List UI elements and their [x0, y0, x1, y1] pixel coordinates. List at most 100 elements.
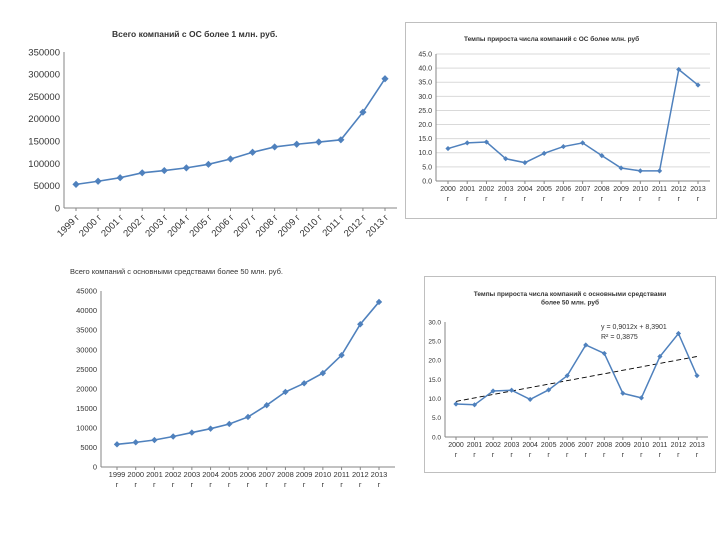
x-tick-label-suffix: г [677, 452, 680, 459]
data-point [293, 140, 301, 148]
data-point [675, 330, 682, 337]
y-tick-label: 20.0 [418, 122, 432, 129]
x-tick-label-suffix: г [378, 480, 381, 489]
data-point [337, 136, 345, 144]
x-tick-label: 2010 г [298, 212, 325, 239]
x-tick-label-suffix: г [359, 480, 362, 489]
x-tick-label: 2006 г [210, 212, 237, 239]
x-tick-label: 2007 [575, 186, 591, 193]
data-point [694, 373, 700, 379]
data-point [248, 148, 257, 156]
x-tick-label: 2005 г [188, 212, 215, 239]
chart-title: Темпы прироста числа компаний с основным… [474, 290, 667, 298]
data-point [601, 350, 607, 357]
x-tick-label-suffix: г [172, 480, 175, 489]
chart-title: Всего компаний с ОС более 1 млн. руб. [112, 29, 277, 39]
y-tick-label: 10000 [76, 424, 97, 433]
chart-title: более 50 млн. руб [541, 299, 599, 307]
x-tick-label: 2008 [277, 470, 294, 479]
data-point [271, 143, 279, 151]
data-point [138, 169, 146, 177]
x-tick-label-suffix: г [447, 196, 450, 203]
chart-title: Темпы прироста числа компаний с ОС более… [464, 35, 639, 43]
x-tick-label-suffix: г [265, 480, 268, 489]
data-point [522, 160, 528, 166]
x-tick-label-suffix: г [601, 196, 604, 203]
x-tick-label-suffix: г [510, 452, 513, 459]
y-tick-label: 5000 [80, 443, 97, 452]
y-tick-label: 300000 [28, 70, 60, 81]
x-tick-label-suffix: г [228, 480, 231, 489]
y-tick-label: 0 [93, 463, 97, 472]
x-tick-label-suffix: г [524, 196, 527, 203]
x-tick-label-suffix: г [566, 452, 569, 459]
x-tick-label-suffix: г [584, 452, 587, 459]
data-point [72, 180, 80, 188]
y-tick-label: 0.0 [432, 434, 441, 441]
x-tick-label: 2001 [146, 470, 163, 479]
x-tick-label-suffix: г [485, 196, 488, 203]
y-tick-label: 200000 [28, 114, 60, 125]
data-point [300, 380, 308, 387]
data-point [116, 174, 124, 182]
x-tick-label-suffix: г [321, 480, 324, 489]
x-tick-label: 2000 [448, 442, 464, 449]
x-tick-label: 2013 [690, 186, 706, 193]
x-tick-label: 2005 [536, 186, 552, 193]
x-tick-label-suffix: г [581, 196, 584, 203]
y-tick-label: 25000 [76, 365, 97, 374]
x-tick-label: 2008 г [254, 212, 281, 239]
x-tick-label: 1999 [109, 470, 126, 479]
data-point [445, 145, 451, 152]
data-point [113, 441, 121, 448]
y-tick-label: 30.0 [418, 94, 432, 101]
y-tick-label: 30000 [76, 345, 97, 354]
x-tick-label: 2013 г [364, 212, 391, 239]
data-point [695, 82, 701, 88]
y-tick-label: 45000 [76, 287, 97, 296]
x-tick-label: 2002 [485, 442, 501, 449]
data-point [656, 168, 663, 174]
x-tick-label-suffix: г [659, 452, 662, 459]
y-tick-label: 350000 [28, 47, 60, 58]
x-tick-label-suffix: г [247, 480, 250, 489]
x-tick-label: 2002 г [121, 212, 148, 239]
x-tick-label: 2004 [522, 442, 538, 449]
data-point [560, 143, 566, 150]
x-tick-label-suffix: г [640, 452, 643, 459]
data-point [541, 150, 547, 156]
x-tick-label: 2000 [127, 470, 144, 479]
y-tick-label: 20.0 [428, 358, 441, 365]
data-point [263, 402, 270, 409]
x-tick-label: 2001 г [99, 212, 126, 239]
x-tick-label: 1999 г [55, 212, 82, 239]
y-tick-label: 250000 [28, 92, 60, 103]
x-tick-label: 2002 [479, 186, 495, 193]
data-point [151, 436, 158, 444]
series-line [75, 78, 386, 186]
x-tick-label-suffix: г [562, 196, 565, 203]
y-tick-label: 45.0 [418, 51, 432, 58]
x-tick-label: 2006 [559, 442, 575, 449]
x-tick-label-suffix: г [455, 452, 458, 459]
y-tick-label: 5.0 [422, 164, 432, 171]
data-point [182, 164, 190, 172]
y-tick-label: 10.0 [418, 150, 432, 157]
x-tick-label: 2009 [296, 470, 313, 479]
chart-total-companies-50mln: Всего компаний с основными средствами бо… [60, 262, 400, 527]
data-point [490, 388, 496, 394]
y-tick-label: 40000 [76, 306, 97, 315]
x-tick-label: 2003 [184, 470, 201, 479]
y-tick-label: 25.0 [418, 108, 432, 115]
data-point [132, 439, 139, 446]
data-point [160, 166, 168, 175]
x-tick-label: 2004 [202, 470, 219, 479]
data-point [464, 140, 470, 146]
x-tick-label: 2003 [498, 186, 514, 193]
x-tick-label: 2010 [315, 470, 332, 479]
x-tick-label-suffix: г [492, 452, 495, 459]
y-tick-label: 5.0 [432, 415, 441, 422]
chart-total-companies-1mln: Всего компаний с ОС более 1 млн. руб. 0 50… [0, 0, 400, 262]
x-tick-label: 2012 [671, 186, 687, 193]
x-tick-label-suffix: г [303, 480, 306, 489]
